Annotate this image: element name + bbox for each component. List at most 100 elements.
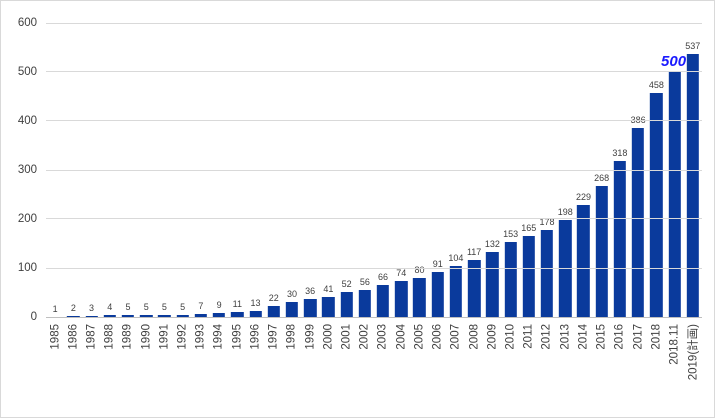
bar-value-label: 5 [143, 301, 149, 312]
x-tick-label: 1988 [103, 324, 116, 350]
x-tick-label: 1986 [67, 324, 80, 350]
bar [340, 291, 353, 317]
bar-cell: 80 [410, 23, 428, 317]
bar [413, 277, 426, 317]
x-cell: 1996 [246, 321, 264, 413]
bar [650, 92, 663, 317]
bar-value-label: 56 [359, 276, 370, 287]
bar [395, 280, 408, 317]
x-cell: 2005 [410, 321, 428, 413]
highlight-value-label: 500 [661, 53, 687, 70]
x-cell: 1988 [101, 321, 119, 413]
x-cell: 1985 [46, 321, 64, 413]
x-tick-label: 2018.11 [668, 324, 681, 365]
x-tick-label: 2019(計画) [686, 324, 699, 381]
x-cell: 2001 [338, 321, 356, 413]
x-tick-label: 1987 [85, 324, 98, 350]
bar-value-label: 80 [414, 264, 425, 275]
bar-value-label: 153 [503, 229, 519, 240]
bar-value-label: 3 [89, 302, 95, 313]
bar-value-label: 5 [125, 301, 131, 312]
bar-cell: 104 [447, 23, 465, 317]
x-tick-label: 1995 [231, 324, 244, 350]
x-cell: 2013 [556, 321, 574, 413]
bar-cell: 13 [246, 23, 264, 317]
bar-value-label: 2 [70, 303, 76, 314]
bar [285, 302, 299, 317]
bar-cell: 36 [301, 23, 319, 317]
bar [158, 314, 171, 317]
plot-area: 1 2 3 4 5 5 5 5 7 9 11 13 22 30 36 41 52 56 66 74 80 91 104 117… [46, 22, 702, 318]
bar [376, 284, 390, 317]
bar-cell: 66 [374, 23, 392, 317]
y-tick-label: 400 [17, 115, 37, 127]
bar-value-label: 11 [232, 298, 242, 309]
x-tick-label: 1998 [285, 324, 298, 350]
bar-cell: 5 [137, 23, 155, 317]
y-tick-label: 300 [17, 164, 37, 176]
x-tick-label: 1991 [158, 324, 171, 350]
h-gridline [46, 71, 702, 73]
y-tick-label: 500 [17, 66, 37, 78]
x-tick-label: 1989 [121, 324, 134, 350]
bar [176, 314, 189, 317]
x-tick-label: 1993 [194, 324, 207, 350]
bar [85, 315, 98, 317]
x-cell: 2012 [538, 321, 556, 413]
bar-cell: 41 [319, 23, 337, 317]
bar-value-label: 268 [594, 172, 610, 183]
x-cell: 1989 [119, 321, 137, 413]
x-cell: 2011 [520, 321, 538, 413]
bar-cell: 56 [356, 23, 374, 317]
x-cell: 1986 [64, 321, 82, 413]
bar-cell: 500 [661, 23, 686, 317]
bar [103, 315, 116, 317]
x-tick-label: 2012 [541, 324, 554, 350]
bar-cell: 5 [174, 23, 192, 317]
bar-cell: 7 [192, 23, 210, 317]
y-tick-label: 0 [30, 311, 37, 323]
bar-cell: 5 [119, 23, 137, 317]
bar-value-label: 132 [484, 239, 500, 250]
bar-value-label: 1 [52, 303, 58, 314]
bar [303, 299, 317, 317]
bar-cell: 229 [574, 23, 592, 317]
bar [613, 161, 627, 317]
bar [121, 314, 135, 317]
x-cell: 2010 [501, 321, 519, 413]
x-tick-label: 2010 [504, 324, 517, 350]
x-tick-label: 2006 [431, 324, 444, 350]
bar-value-label: 52 [341, 278, 352, 289]
bar [140, 314, 153, 317]
x-tick-label: 2000 [322, 324, 335, 350]
bar [668, 72, 681, 317]
x-cell: 1987 [82, 321, 100, 413]
bar-cell: 5 [155, 23, 173, 317]
bar-cell: 91 [429, 23, 447, 317]
bar [522, 236, 535, 317]
bar-cell: 458 [647, 23, 665, 317]
h-gridline [46, 169, 702, 171]
bar-cell: 318 [611, 23, 629, 317]
bar-cell: 11 [228, 23, 246, 317]
bar [431, 272, 444, 317]
bar-cell: 537 [684, 23, 702, 317]
x-tick-label: 2016 [613, 324, 626, 350]
bar-cell: 74 [392, 23, 410, 317]
bar-value-label: 198 [557, 206, 573, 217]
bar [595, 185, 608, 317]
x-cell: 1998 [283, 321, 301, 413]
x-tick-label: 2001 [340, 324, 353, 350]
bar-cell: 9 [210, 23, 228, 317]
x-tick-label: 2015 [595, 324, 608, 350]
bar-cell: 165 [520, 23, 538, 317]
x-tick-label: 1990 [140, 324, 153, 350]
bar [322, 296, 335, 317]
x-tick-label: 2014 [577, 324, 590, 350]
bar-cell: 4 [101, 23, 119, 317]
bar-value-label: 7 [198, 300, 204, 311]
bar-value-label: 386 [631, 115, 646, 125]
x-tick-label: 2008 [468, 324, 481, 350]
bar-cell: 178 [538, 23, 556, 317]
